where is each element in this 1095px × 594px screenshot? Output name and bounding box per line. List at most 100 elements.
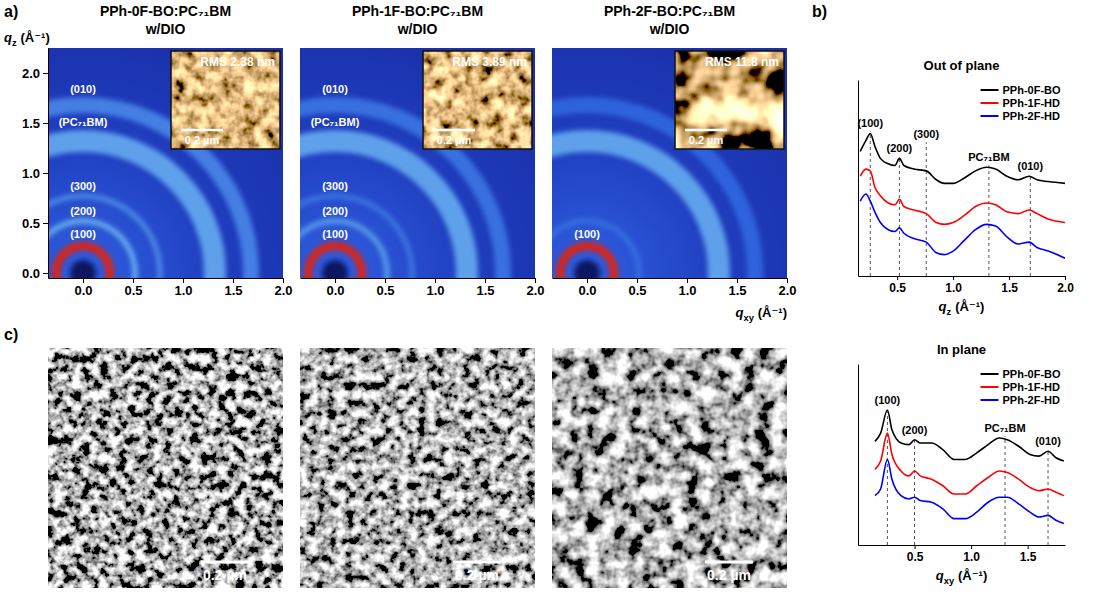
tick-label: 1.0 (22, 166, 40, 181)
tick: 0.5 (124, 278, 142, 298)
x-axis-line (859, 545, 1066, 546)
ring-label: (100) (70, 228, 96, 240)
axis-title-symbol: q (735, 305, 743, 320)
axis-title: qxy(Å⁻¹) (735, 305, 787, 323)
reference-lines (870, 131, 1030, 276)
afm-frame (423, 51, 532, 149)
tick: 1.5 (1001, 276, 1018, 295)
tick-label: 2.0 (274, 283, 292, 298)
y-axis: 0.00.51.01.52.0 (22, 49, 49, 281)
tick-mark (1065, 276, 1066, 280)
ring-label: (100) (322, 228, 348, 240)
tick-mark (43, 273, 48, 274)
tick-mark (897, 276, 898, 280)
tick: 1.5 (1020, 545, 1037, 564)
legend-swatch (981, 102, 999, 104)
tick-label: 1.5 (22, 116, 40, 131)
tick-label: 1.5 (1020, 550, 1037, 564)
panel-title: PPh-0F-BO:PC₇₁BM (100, 3, 231, 19)
ring-label: (300) (322, 180, 348, 192)
scale-bar (453, 561, 501, 564)
tick: 1.5 (224, 278, 242, 298)
tick: 0.5 (889, 276, 906, 295)
tick: 1.5 (476, 278, 494, 298)
diffraction-ring (300, 219, 390, 279)
tick-mark (1009, 276, 1010, 280)
panel-title: Out of plane (924, 58, 1000, 73)
tick: 1.5 (22, 116, 48, 131)
diffraction-ring (556, 242, 618, 278)
profile-panel: In plane0.51.01.5qxy(Å⁻¹)PPh-0F-BOPPh-1F… (859, 342, 1066, 586)
tick-mark (953, 276, 954, 280)
tick: 0.5 (907, 545, 924, 564)
legend-row: PPh-1F-HD (981, 381, 1061, 393)
tick-label: 1.5 (728, 283, 746, 298)
tick-label: 0.0 (326, 283, 344, 298)
tem-panel: 0.2 µm (300, 348, 535, 588)
scale-bar-label: 0.2 µm (455, 567, 499, 583)
axis-title: qz(Å⁻¹) (939, 299, 985, 317)
axis-title: qz(Å⁻¹) (4, 30, 50, 48)
diffraction-ring (552, 219, 642, 279)
reference-line (1005, 436, 1006, 545)
panel-title: PPh-1F-BO:PC₇₁BM (352, 3, 483, 19)
peak-label: (200) (887, 142, 913, 154)
scale-bar (705, 561, 753, 564)
tick: 2.0 (22, 66, 48, 81)
profile-line (875, 459, 1064, 523)
detector-image (300, 48, 535, 278)
panel-letter: a) (4, 3, 18, 20)
peak-label: (010) (1035, 435, 1061, 447)
tick: 1.0 (963, 545, 980, 564)
legend-row: PPh-0F-BO (981, 84, 1062, 96)
panel-subtitle: w/DIO (649, 21, 690, 37)
afm-inset: RMS 11.8 nm0.2 µm (675, 51, 784, 149)
beam-stop (70, 260, 96, 278)
axis-title-symbol: q (936, 568, 944, 583)
profile-line (875, 410, 1064, 461)
ring-label: (300) (70, 180, 96, 192)
x-axis: 0.00.51.01.52.0 (301, 278, 545, 298)
tick-label: 1.5 (224, 283, 242, 298)
tick-mark (915, 545, 916, 549)
tick-label: 2.0 (778, 283, 796, 298)
tick: 0.0 (326, 278, 344, 298)
curves (860, 133, 1065, 258)
tick-label: 1.5 (476, 283, 494, 298)
tick-label: 0.0 (578, 283, 596, 298)
ring-label: (010) (70, 83, 96, 95)
plot-area (875, 408, 1064, 545)
legend-swatch (981, 89, 999, 91)
scale-bar-label: 0.2 µm (185, 134, 220, 146)
afm-image (171, 51, 280, 149)
tick-mark (43, 123, 48, 124)
legend-label: PPh-1F-HD (1003, 381, 1061, 393)
diffraction-ring (52, 242, 114, 278)
panel-letter: b) (812, 3, 827, 20)
legend-swatch (981, 386, 999, 388)
ring-label: (PC₇₁BM) (59, 116, 108, 128)
tick-label: 0.5 (124, 283, 142, 298)
x-axis: 0.00.51.01.52.0 (553, 278, 797, 298)
peak-label: (100) (875, 394, 901, 406)
panel-subtitle: w/DIO (145, 21, 186, 37)
x-axis: 0.51.01.52.0 (859, 276, 1075, 295)
tick: 0.5 (22, 216, 48, 231)
legend-row: PPh-0F-BO (981, 368, 1062, 380)
afm-rms: RMS 11.8 nm (705, 55, 779, 69)
tick: 2.0 (274, 278, 292, 298)
legend-row: PPh-2F-HD (981, 394, 1061, 406)
legend-label: PPh-0F-BO (1003, 368, 1062, 380)
tem-panel: 0.2 µm (552, 348, 787, 588)
tick-label: 2.0 (526, 283, 544, 298)
tick-label: 1.5 (1001, 281, 1018, 295)
afm-inset: RMS 2.38 nm0.2 µm (171, 51, 280, 149)
tick-mark (43, 223, 48, 224)
tick-label: 1.0 (963, 550, 980, 564)
tick-mark (1028, 545, 1029, 549)
profile-panel: Out of plane 0.51.01.52.0 qz(Å⁻¹) PPh-0F-BO… (857, 58, 1074, 317)
tem-panel: 0.2 µm (48, 348, 283, 588)
tem-image (552, 348, 787, 588)
ring-label: (200) (322, 205, 348, 217)
panel-title: PPh-2F-BO:PC₇₁BM (604, 3, 735, 19)
